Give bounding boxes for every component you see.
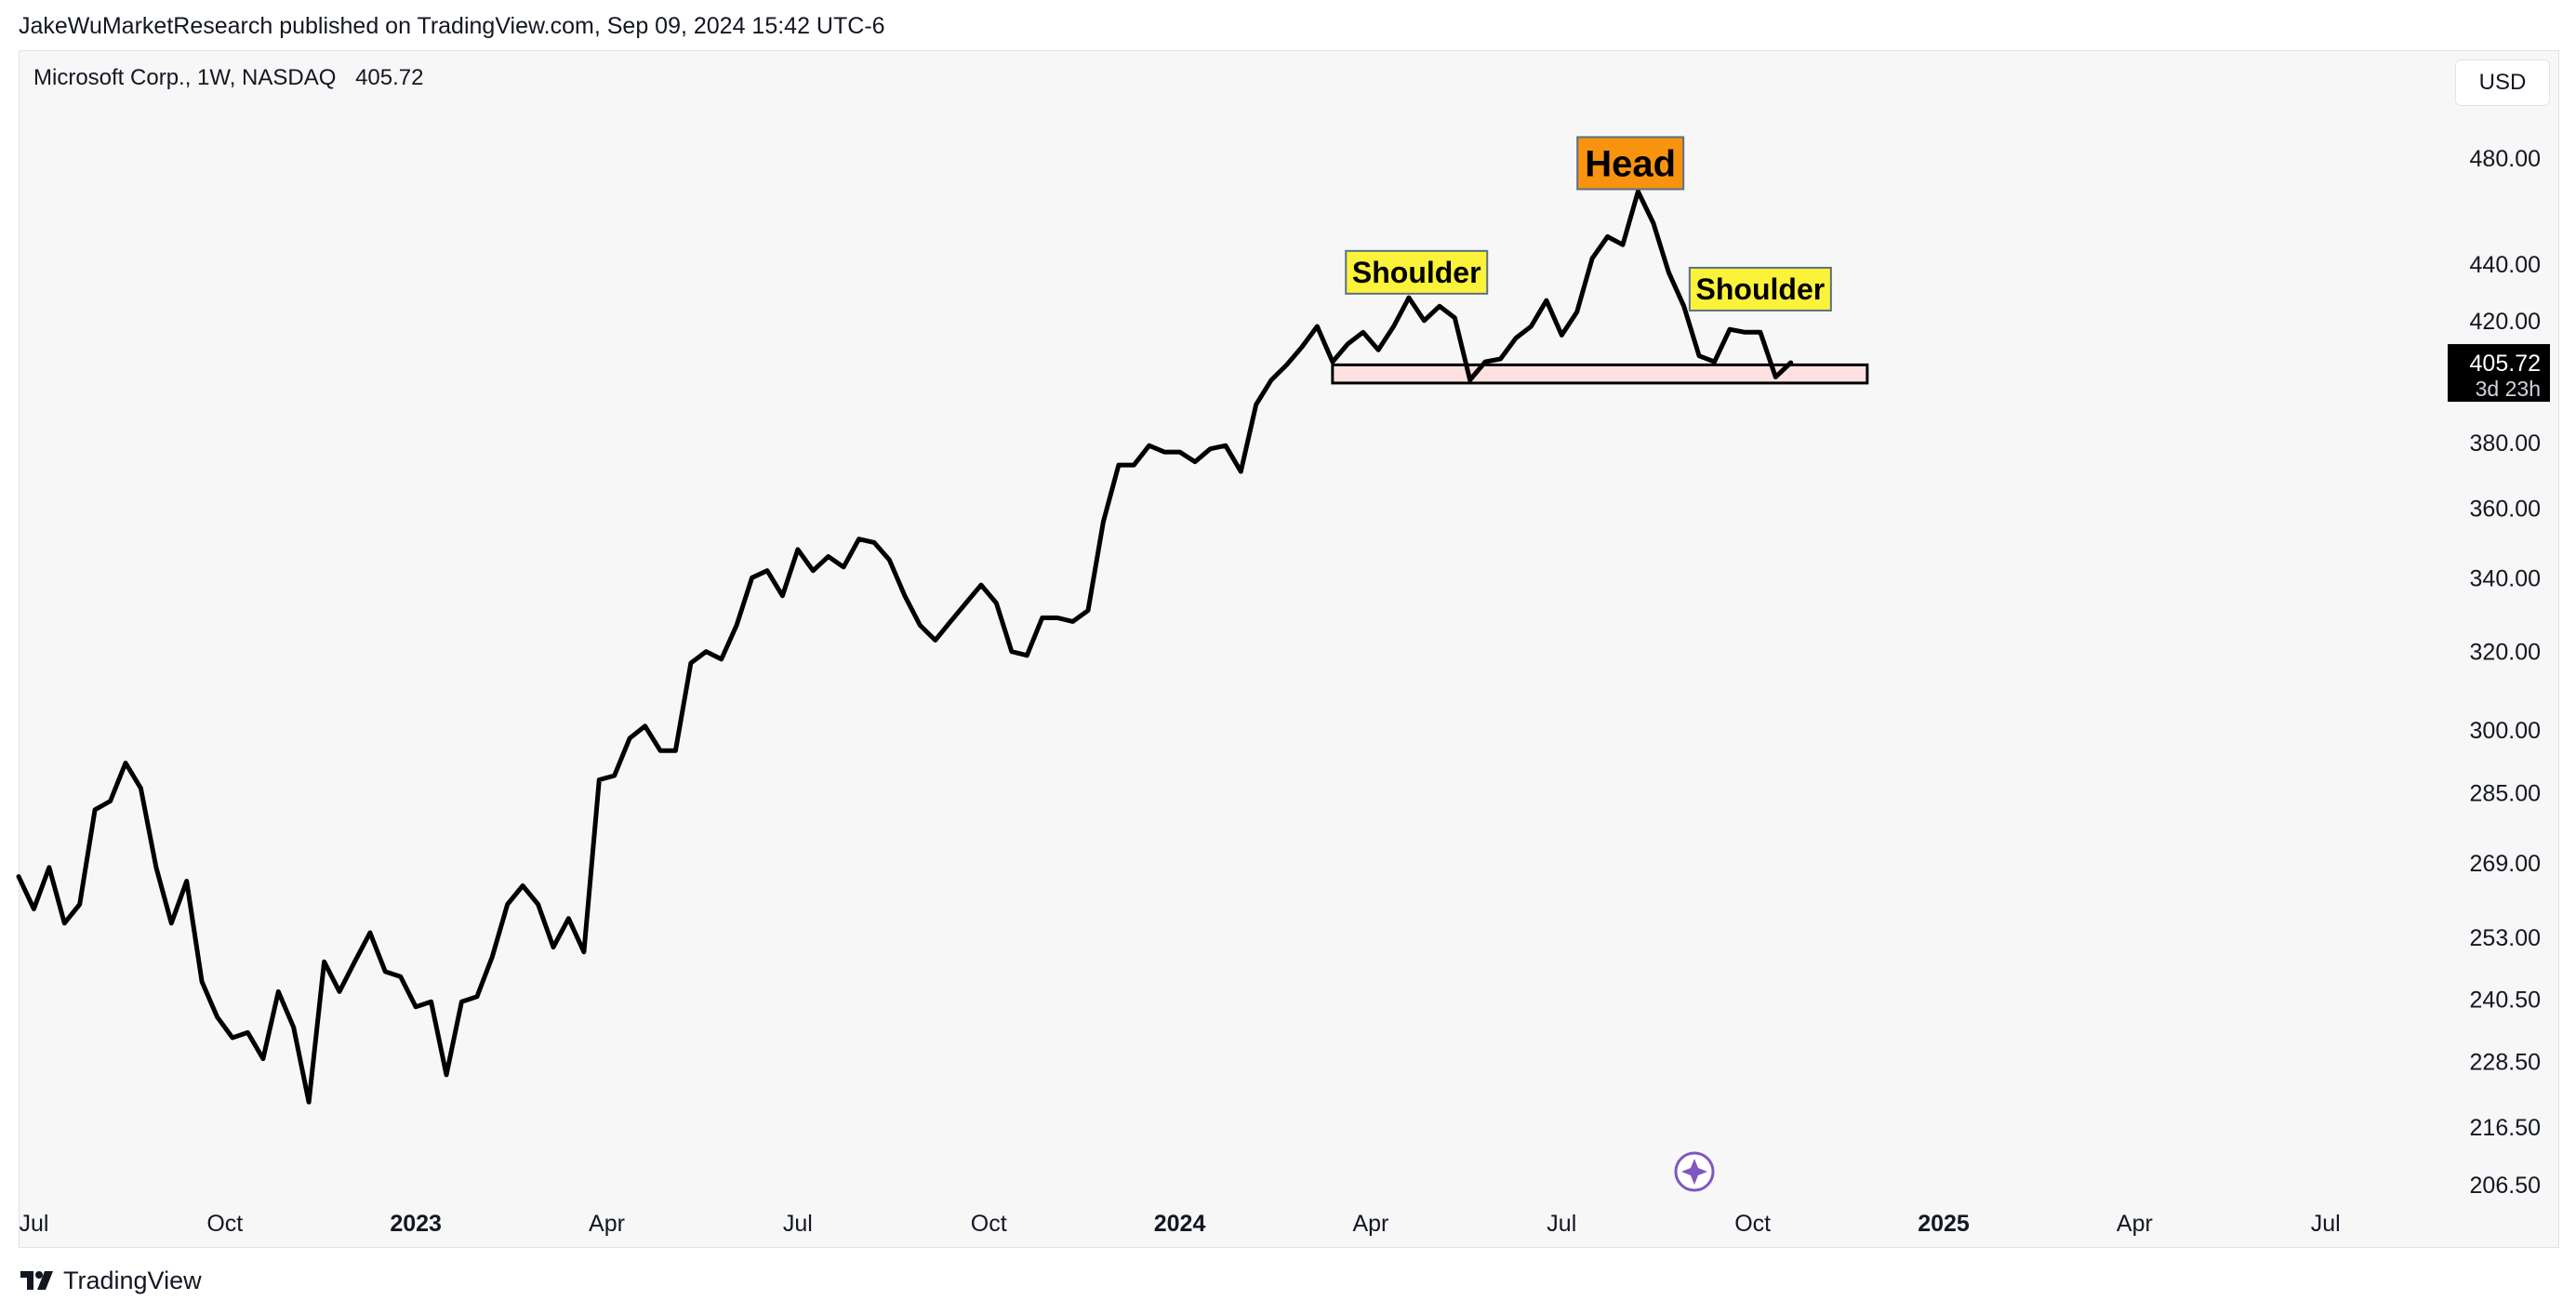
y-axis-tick-label: 216.50 [2470, 1115, 2541, 1141]
y-axis-tick-label: 320.00 [2470, 640, 2541, 666]
x-axis-tick-label: Jul [1547, 1211, 1576, 1237]
left-shoulder-label-text: Shoulder [1352, 256, 1481, 289]
currency-button[interactable]: USD [2455, 60, 2550, 106]
left-shoulder-label-box[interactable] [1345, 249, 1489, 295]
x-axis-tick-label: Apr [1352, 1211, 1388, 1237]
last-price-badge [2448, 344, 2550, 403]
y-axis-tick-label: 206.50 [2470, 1173, 2541, 1199]
footer-logo[interactable]: TradingView [19, 1265, 202, 1296]
x-axis-tick-label: Jul [783, 1211, 813, 1237]
bar-countdown: 3d 23h [2476, 377, 2541, 401]
footer-brand: TradingView [63, 1266, 202, 1294]
x-axis-tick-label: Apr [589, 1211, 625, 1237]
y-axis-tick-label: 380.00 [2470, 431, 2541, 457]
x-axis-tick-label: 2024 [1154, 1211, 1206, 1237]
y-axis-tick-label: 253.00 [2470, 925, 2541, 951]
sparkle-icon [1681, 1159, 1707, 1185]
right-shoulder-label-text: Shoulder [1696, 272, 1826, 306]
head-label-box[interactable] [1576, 136, 1685, 191]
x-axis-tick-label: Apr [2117, 1211, 2153, 1237]
y-axis-tick-label: 480.00 [2470, 146, 2541, 172]
symbol-legend[interactable]: Microsoft Corp., 1W, NASDAQ 405.72 [33, 65, 423, 91]
y-axis-tick-label: 240.50 [2470, 988, 2541, 1014]
last-price-badge-value: 405.72 [2470, 351, 2541, 377]
y-axis-tick-label: 440.00 [2470, 252, 2541, 278]
symbol-title: Microsoft Corp., 1W, NASDAQ [33, 65, 337, 90]
x-axis-tick-label: Jul [2311, 1211, 2341, 1237]
y-axis-tick-label: 285.00 [2470, 780, 2541, 806]
y-axis-tick-label: 300.00 [2470, 718, 2541, 744]
x-axis-tick-label: Oct [206, 1211, 243, 1237]
head-label-text: Head [1585, 143, 1676, 184]
x-axis-tick-label: Oct [971, 1211, 1007, 1237]
x-axis-tick-label: Jul [19, 1211, 48, 1237]
x-axis-tick-label: 2025 [1918, 1211, 1970, 1237]
x-axis-tick-label: Oct [1734, 1211, 1771, 1237]
y-axis-tick-label: 340.00 [2470, 565, 2541, 591]
last-price: 405.72 [355, 65, 424, 90]
y-axis-tick-label: 360.00 [2470, 497, 2541, 523]
x-axis-tick-label: 2023 [390, 1211, 442, 1237]
right-shoulder-label-box[interactable] [1688, 266, 1832, 312]
y-axis-tick-label: 269.00 [2470, 851, 2541, 877]
published-header: JakeWuMarketResearch published on Tradin… [19, 13, 885, 39]
y-axis-tick-label: 228.50 [2470, 1049, 2541, 1075]
y-axis-tick-label: 420.00 [2470, 309, 2541, 335]
tradingview-logo-icon [20, 1271, 53, 1290]
price-series-line[interactable] [16, 189, 1794, 1105]
